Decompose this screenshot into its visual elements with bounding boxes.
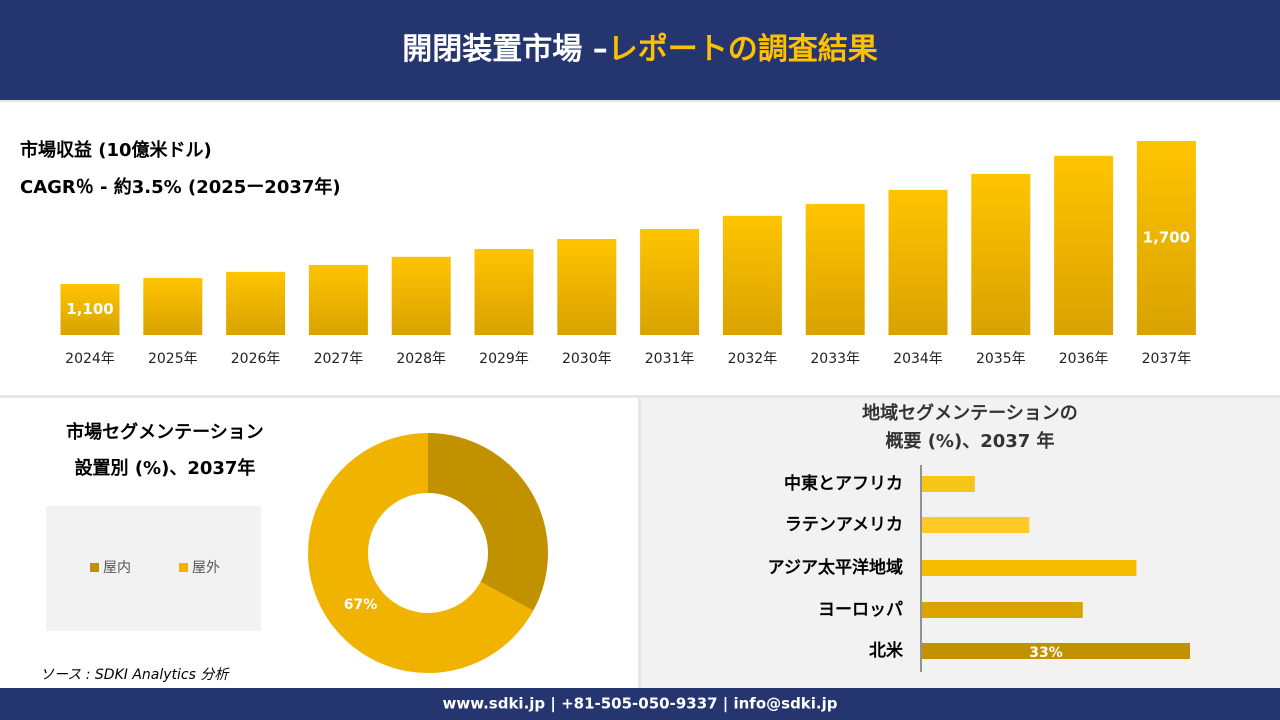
- y-tick-label: 中東とアフリカ: [784, 473, 903, 494]
- source: ソース : SDKI Analytics 分析: [40, 667, 230, 683]
- x-tick-label: 2024年: [65, 351, 115, 367]
- bar: [557, 238, 617, 335]
- x-tick-label: 2031年: [645, 351, 695, 367]
- y-tick-label: アジア太平洋地域: [768, 557, 903, 578]
- legend-swatch: [179, 563, 188, 572]
- bar: [640, 228, 700, 335]
- x-tick-label: 2029年: [479, 351, 529, 367]
- chart-subtitle: 設置別 (%)、2037年: [75, 457, 256, 479]
- chart-title: 市場収益 (10億米ドル): [20, 139, 212, 161]
- donut-slice: [308, 433, 534, 673]
- y-tick-label: 北米: [869, 640, 904, 661]
- header-bar: [0, 0, 1280, 100]
- legend-box: [46, 506, 261, 631]
- x-tick-label: 2032年: [728, 351, 778, 367]
- bar: [805, 203, 865, 335]
- x-tick-label: 2035年: [976, 351, 1026, 367]
- chart-title: 概要 (%)、2037 年: [885, 430, 1054, 452]
- bar: [226, 271, 286, 335]
- title-main: 開閉装置市場 –: [402, 32, 607, 67]
- bar: [391, 256, 451, 335]
- footer-bar: [0, 688, 1280, 720]
- chart-subtitle: CAGR％ - 約3.5% (2025ー2037年): [20, 176, 341, 198]
- chart-title: 市場セグメンテーション: [66, 421, 264, 443]
- bar: [888, 189, 948, 335]
- value-label: 33%: [1029, 645, 1063, 661]
- bar: [971, 173, 1031, 335]
- bar: [143, 278, 203, 335]
- value-label: 1,700: [1143, 229, 1190, 247]
- x-tick-label: 2034年: [893, 351, 943, 367]
- bar: [474, 248, 534, 335]
- x-tick-label: 2027年: [314, 351, 364, 367]
- legend-swatch: [90, 563, 99, 572]
- x-tick-label: 2036年: [1059, 351, 1109, 367]
- x-tick-label: 2026年: [231, 351, 281, 367]
- bar: [60, 283, 120, 335]
- bar: [922, 476, 975, 492]
- bar: [308, 264, 368, 335]
- y-tick-label: ヨーロッパ: [818, 600, 903, 620]
- title-highlight: レポートの調査結果: [608, 32, 878, 67]
- legend-label: 屋内: [103, 560, 131, 576]
- bar: [922, 560, 1137, 576]
- x-tick-label: 2028年: [396, 351, 446, 367]
- value-label: 67%: [344, 597, 378, 613]
- bar: [922, 517, 1030, 533]
- bar: [922, 643, 1190, 659]
- legend-label: 屋外: [192, 560, 220, 576]
- bar: [1136, 141, 1196, 335]
- x-tick-label: 2037年: [1142, 351, 1192, 367]
- x-tick-label: 2030年: [562, 351, 612, 367]
- footer: www.sdki.jp | +81-505-050-9337 | info@sd…: [442, 695, 837, 714]
- bar: [722, 215, 782, 335]
- page-title: 開閉装置市場 –レポートの調査結果: [402, 32, 877, 67]
- chart-title: 地域セグメンテーションの: [862, 402, 1078, 424]
- bar: [1054, 155, 1114, 335]
- y-tick-label: ラテンアメリカ: [785, 515, 903, 535]
- x-tick-label: 2025年: [148, 351, 198, 367]
- value-label: 1,100: [66, 300, 113, 318]
- donut-slice: [428, 433, 548, 611]
- bar: [922, 602, 1083, 618]
- x-tick-label: 2033年: [810, 351, 860, 367]
- right-panel: [641, 398, 1280, 688]
